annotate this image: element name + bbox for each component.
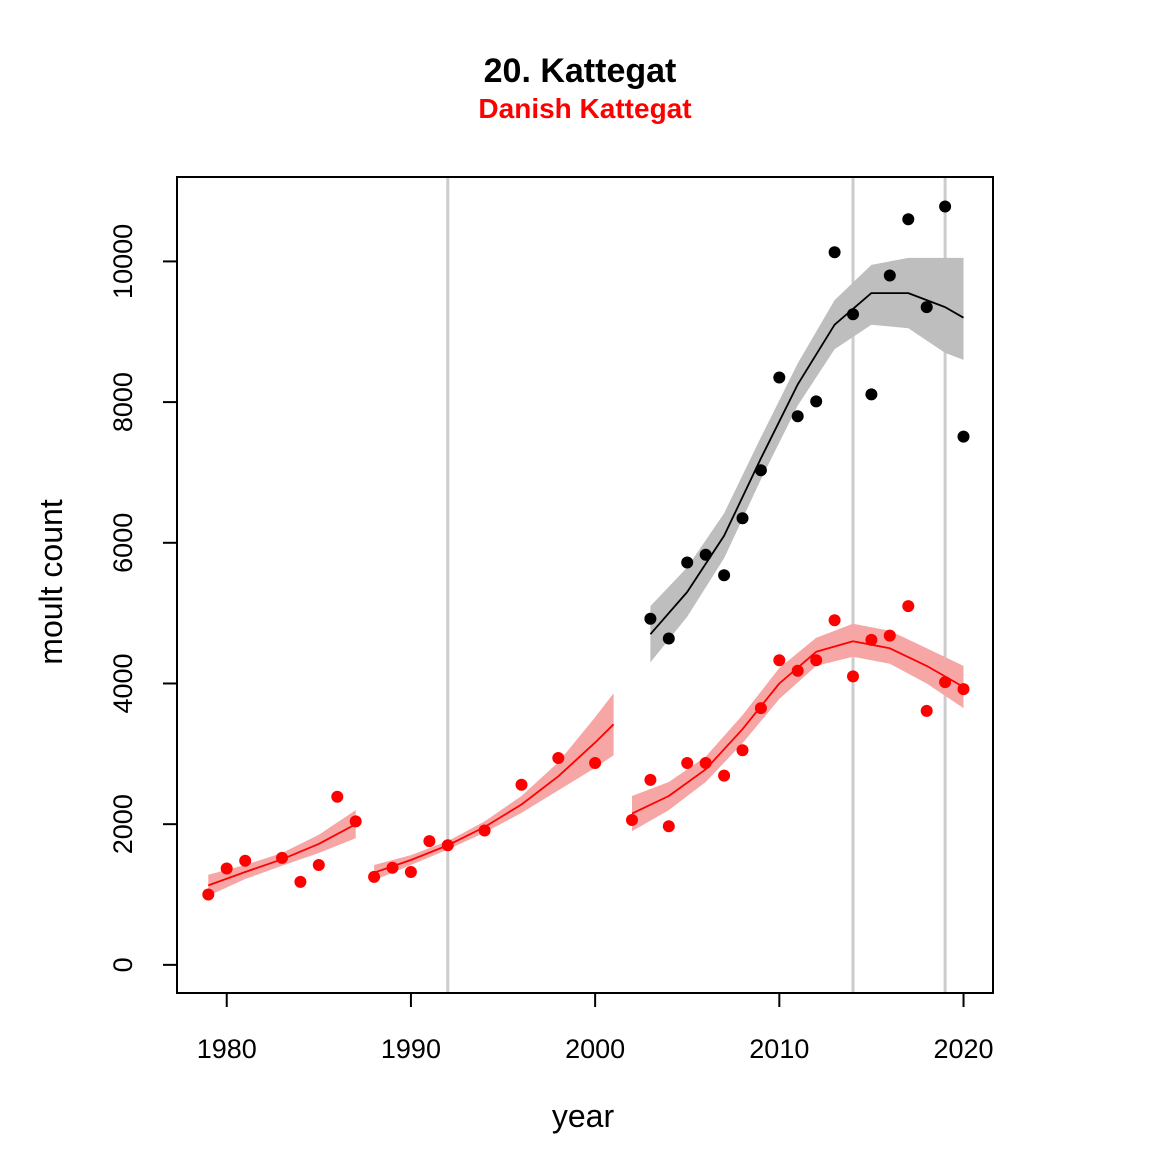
danish-point-1986: [331, 790, 344, 803]
danish-point-2003: [644, 773, 657, 786]
danish-point-1992: [441, 839, 454, 852]
danish-point-2000: [589, 757, 602, 769]
y-tick-label-8000: 8000: [108, 372, 138, 432]
total-point-2010: [773, 371, 786, 384]
y-tick-label-2000: 2000: [108, 794, 138, 854]
danish-point-1994: [478, 824, 491, 837]
danish-point-2005: [681, 757, 694, 769]
confidence-bands: [208, 257, 964, 896]
total-point-2016: [883, 269, 896, 282]
total-point-2006: [699, 548, 712, 561]
fit-lines: [207, 292, 964, 887]
danish-point-1998: [552, 752, 565, 764]
total-point-2009: [754, 464, 767, 477]
total-point-2014: [847, 308, 859, 321]
total-point-2012: [810, 395, 823, 408]
y-tick-label-0: 0: [108, 957, 138, 972]
axes: 1980 1990 2000 2010 2020 0 2000 4000 6000 8000 100…: [108, 224, 994, 1064]
x-tick-label-1980: 1980: [197, 1034, 257, 1064]
danish-point-2016: [883, 629, 896, 642]
danish-confidence-band-1: [374, 693, 614, 881]
y-axis-label: moult count: [33, 499, 69, 665]
danish-point-2018: [920, 704, 933, 717]
danish-point-2020: [957, 683, 970, 696]
total-point-2017: [902, 213, 915, 226]
x-tick-label-2000: 2000: [565, 1034, 625, 1064]
danish-point-2012: [810, 654, 823, 667]
x-tick-label-2020: 2020: [933, 1034, 993, 1064]
danish-point-2014: [847, 670, 859, 683]
danish-point-2015: [865, 633, 878, 646]
danish-point-1989: [386, 861, 399, 874]
danish-point-1983: [276, 851, 288, 864]
danish-point-2011: [791, 664, 804, 677]
danish-point-1984: [294, 875, 307, 888]
danish-point-2019: [939, 676, 952, 689]
danish-point-2006: [699, 757, 712, 769]
y-tick-label-10000: 10000: [108, 224, 138, 299]
chart-title: 20. Kattegat: [484, 52, 677, 90]
danish-point-1991: [423, 835, 436, 848]
danish-point-1987: [349, 815, 362, 828]
x-axis-label: year: [552, 1098, 615, 1134]
total-point-2015: [865, 388, 878, 401]
danish-point-1996: [515, 778, 528, 791]
danish-point-1988: [368, 870, 381, 883]
total-point-2007: [718, 569, 731, 582]
danish-point-2017: [902, 600, 915, 613]
danish-point-2004: [662, 820, 675, 833]
danish-point-2009: [754, 702, 767, 715]
total-point-2011: [791, 410, 804, 423]
total-point-2013: [828, 246, 841, 259]
y-tick-label-6000: 6000: [108, 513, 138, 573]
danish-point-1985: [312, 859, 325, 871]
danish-point-2007: [718, 769, 731, 782]
danish-point-1980: [220, 862, 233, 875]
danish-point-1990: [404, 866, 417, 878]
total-point-2004: [662, 632, 675, 645]
danish-point-1981: [239, 854, 252, 867]
total-point-2003: [644, 612, 657, 625]
danish-point-2010: [773, 654, 786, 667]
total-point-2020: [957, 430, 970, 443]
danish-point-2008: [736, 744, 749, 757]
danish-point-2002: [626, 814, 638, 826]
data-points: [202, 200, 970, 901]
danish-point-2013: [828, 614, 841, 627]
total-point-2019: [939, 200, 952, 213]
total-point-2018: [920, 301, 933, 314]
total-point-2005: [681, 556, 694, 569]
danish-fit-line-1: [373, 723, 615, 874]
x-tick-label-1990: 1990: [381, 1034, 441, 1064]
danish-confidence-band-2: [632, 623, 964, 832]
total-confidence-band-0: [650, 257, 964, 663]
danish-point-1979: [202, 888, 215, 901]
y-tick-label-4000: 4000: [108, 653, 138, 713]
x-tick-label-2010: 2010: [749, 1034, 809, 1064]
total-fit-line-0: [649, 292, 964, 635]
chart-subtitle: Danish Kattegat: [478, 93, 691, 124]
total-point-2008: [736, 512, 749, 525]
